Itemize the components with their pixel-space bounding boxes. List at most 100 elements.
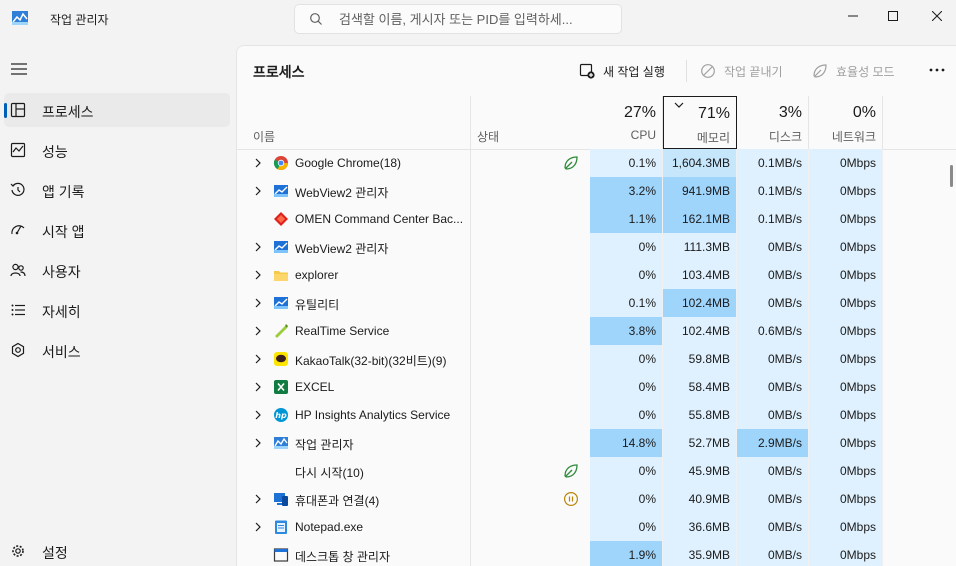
chevron-right-icon[interactable] (255, 438, 261, 448)
chevron-right-icon[interactable] (255, 158, 261, 168)
processes-panel: 프로세스 새 작업 실행 작업 끝내기 효율성 모드 이름 상태 27% CPU (236, 45, 956, 566)
phone-link-icon (274, 493, 288, 506)
nav-item-users[interactable]: 사용자 (4, 253, 230, 287)
chevron-right-icon[interactable] (255, 242, 261, 252)
process-row[interactable]: 다시 시작(10) 0% 45.9MB 0MB/s 0Mbps (237, 457, 883, 485)
omen-icon (274, 212, 288, 226)
process-row[interactable]: Notepad.exe 0% 36.6MB 0MB/s 0Mbps (237, 513, 883, 541)
process-row[interactable]: 휴대폰과 연결(4) 0% 40.9MB 0MB/s 0Mbps (237, 485, 883, 513)
taskmgr-icon (274, 437, 288, 449)
process-row[interactable]: EXCEL 0% 58.4MB 0MB/s 0Mbps (237, 373, 883, 401)
process-row[interactable]: 작업 관리자 14.8% 52.7MB 2.9MB/s 0Mbps (237, 429, 883, 457)
chevron-right-icon[interactable] (255, 494, 261, 504)
nav-item-services[interactable]: 서비스 (4, 333, 230, 367)
process-row[interactable]: KakaoTalk(32-bit)(32비트)(9) 0% 59.8MB 0MB/s 0… (237, 345, 883, 373)
disk-cell: 0.6MB/s (737, 317, 809, 345)
network-cell: 0Mbps (809, 261, 883, 289)
column-header-name[interactable]: 이름 (253, 130, 276, 144)
process-row[interactable]: 유틸리티 0.1% 102.4MB 0MB/s 0Mbps (237, 289, 883, 317)
cpu-cell: 0.1% (590, 289, 663, 317)
process-row[interactable]: hp HP Insights Analytics Service 0% 55.8MB 0… (237, 401, 883, 429)
users-icon (10, 263, 26, 277)
services-icon (11, 342, 25, 358)
disk-total: 3% (778, 104, 802, 121)
nav-item-performance[interactable]: 성능 (4, 133, 230, 167)
chevron-right-icon[interactable] (255, 410, 261, 420)
search-input[interactable] (339, 10, 615, 28)
nav-item-label: 자세히 (42, 304, 81, 320)
chevron-right-icon[interactable] (255, 186, 261, 196)
nav-item-label: 성능 (42, 144, 68, 160)
history-icon (10, 182, 25, 196)
end-task-label: 작업 끝내기 (724, 64, 783, 79)
nav-item-details[interactable]: 자세히 (4, 293, 230, 327)
process-row[interactable]: RealTime Service 3.8% 102.4MB 0.6MB/s 0Mbps (237, 317, 883, 345)
network-cell: 0Mbps (809, 149, 883, 177)
process-name: WebView2 관리자 (295, 242, 389, 256)
cpu-cell: 0.1% (590, 149, 663, 177)
disk-cell: 0.1MB/s (737, 149, 809, 177)
minimize-button[interactable] (830, 0, 876, 32)
end-task-button[interactable]: 작업 끝내기 (700, 60, 783, 82)
column-header-disk[interactable]: 3% 디스크 (737, 96, 809, 149)
chevron-right-icon[interactable] (255, 326, 261, 336)
disk-cell: 0MB/s (737, 485, 809, 513)
process-row[interactable]: 데스크톱 창 관리자 1.9% 35.9MB 0MB/s 0Mbps (237, 541, 883, 566)
chevron-right-icon[interactable] (255, 522, 261, 532)
chevron-right-icon[interactable] (255, 298, 261, 308)
network-cell: 0Mbps (809, 177, 883, 205)
scrollbar-thumb[interactable] (950, 165, 953, 187)
new-task-button[interactable]: 새 작업 실행 (579, 60, 665, 82)
maximize-button[interactable] (870, 0, 916, 32)
efficiency-mode-button[interactable]: 효율성 모드 (812, 60, 895, 82)
nav-item-startup[interactable]: 시작 앱 (4, 213, 230, 247)
column-header-cpu[interactable]: 27% CPU (590, 96, 663, 149)
disk-cell: 0MB/s (737, 373, 809, 401)
nav-item-app-history[interactable]: 앱 기록 (4, 173, 230, 207)
end-task-icon (701, 64, 715, 78)
nav-item-settings[interactable]: 설정 (4, 534, 230, 566)
network-cell: 0Mbps (809, 429, 883, 457)
cpu-cell: 0% (590, 401, 663, 429)
process-row[interactable]: WebView2 관리자 0% 111.3MB 0MB/s 0Mbps (237, 233, 883, 261)
sort-descending-icon (674, 102, 684, 108)
process-name: EXCEL (295, 380, 335, 394)
close-button[interactable] (914, 0, 956, 32)
cpu-cell: 0% (590, 233, 663, 261)
network-cell: 0Mbps (809, 513, 883, 541)
kakao-icon (274, 352, 288, 366)
disk-cell: 0MB/s (737, 261, 809, 289)
process-name: Google Chrome(18) (295, 156, 402, 170)
nav-item-processes[interactable]: 프로세스 (4, 93, 230, 127)
search-box[interactable] (294, 4, 622, 34)
title-bar: 작업 관리자 (0, 0, 956, 38)
column-header-memory[interactable]: 71% 메모리 (663, 96, 737, 149)
process-row[interactable]: WebView2 관리자 3.2% 941.9MB 0.1MB/s 0Mbps (237, 177, 883, 205)
process-name: Notepad.exe (295, 520, 364, 534)
disk-cell: 0.1MB/s (737, 205, 809, 233)
nav-item-label: 앱 기록 (42, 184, 85, 200)
process-name: WebView2 관리자 (295, 186, 389, 200)
performance-icon (10, 142, 26, 158)
process-row[interactable]: OMEN Command Center Bac... 1.1% 162.1MB 0.1… (237, 205, 883, 233)
processes-icon (10, 102, 26, 118)
more-options-icon[interactable] (927, 62, 947, 78)
column-header-status[interactable]: 상태 (477, 130, 500, 144)
chevron-right-icon[interactable] (255, 354, 261, 364)
network-cell: 0Mbps (809, 401, 883, 429)
cpu-cell: 14.8% (590, 429, 663, 457)
chevron-right-icon[interactable] (255, 270, 261, 280)
process-name: OMEN Command Center Bac... (295, 212, 464, 226)
memory-cell: 162.1MB (663, 205, 737, 233)
cpu-cell: 1.9% (590, 541, 663, 566)
column-header-network[interactable]: 0% 네트워크 (809, 96, 883, 149)
process-row[interactable]: Google Chrome(18) 0.1% 1,604.3MB 0.1MB/s 0Mb… (237, 149, 883, 177)
startup-icon (11, 225, 25, 235)
process-row[interactable]: explorer 0% 103.4MB 0MB/s 0Mbps (237, 261, 883, 289)
sidebar: 프로세스 성능 앱 기록 시작 앱 사용자 (0, 38, 236, 566)
hamburger-menu-icon[interactable] (10, 61, 28, 77)
chevron-right-icon[interactable] (255, 382, 261, 392)
selected-indicator (4, 103, 7, 118)
process-name: explorer (295, 268, 339, 282)
page-title: 프로세스 (253, 64, 305, 80)
